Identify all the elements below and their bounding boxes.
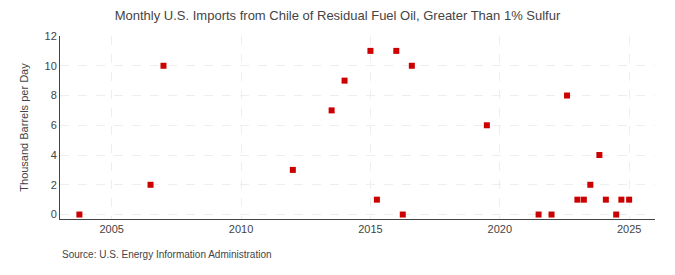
svg-text:Source: U.S. Energy Informatio: Source: U.S. Energy Information Administ… xyxy=(62,249,272,260)
svg-text:8: 8 xyxy=(51,89,57,101)
svg-text:2: 2 xyxy=(51,179,57,191)
svg-text:2025: 2025 xyxy=(617,223,641,235)
svg-text:2020: 2020 xyxy=(488,223,512,235)
svg-text:12: 12 xyxy=(45,30,57,42)
svg-text:10: 10 xyxy=(45,60,57,72)
svg-text:Monthly U.S. Imports from Chil: Monthly U.S. Imports from Chile of Resid… xyxy=(115,8,561,23)
svg-text:2005: 2005 xyxy=(99,223,123,235)
svg-text:4: 4 xyxy=(51,149,57,161)
svg-text:0: 0 xyxy=(51,208,57,220)
svg-text:6: 6 xyxy=(51,119,57,131)
svg-text:2015: 2015 xyxy=(358,223,382,235)
svg-text:2010: 2010 xyxy=(229,223,253,235)
svg-text:Thousand Barrels per Day: Thousand Barrels per Day xyxy=(18,63,30,192)
